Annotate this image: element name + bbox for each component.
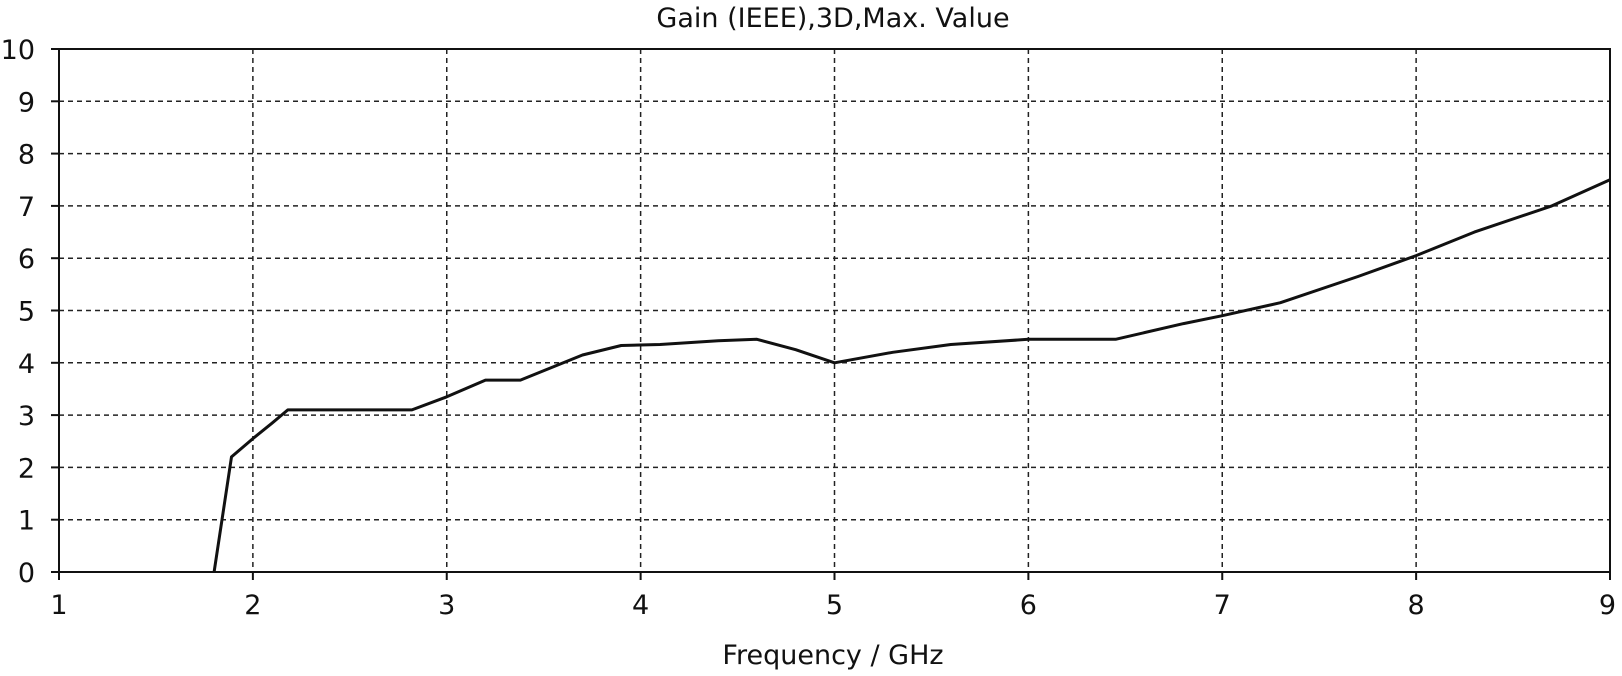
x-tick-label: 8 (1408, 590, 1425, 621)
x-tick-label: 1 (50, 590, 67, 621)
x-tick-label: 4 (632, 590, 649, 621)
y-axis-tick-labels: 0 1 2 3 4 5 6 7 8 9 10 (1, 35, 35, 589)
y-tick-label: 9 (18, 87, 35, 118)
y-tick-label: 10 (1, 35, 35, 66)
y-tick-label: 1 (18, 506, 35, 537)
gain-series-line (212, 178, 1611, 573)
x-tick-label: 6 (1020, 590, 1037, 621)
series-layer (212, 178, 1611, 573)
y-tick-label: 8 (18, 140, 35, 171)
y-tick-label: 5 (18, 297, 35, 328)
x-axis-tick-labels: 1 2 3 4 5 6 7 8 9 (50, 590, 1616, 621)
y-tick-label: 6 (18, 244, 35, 275)
y-tick-label: 2 (18, 453, 35, 484)
x-axis-label: Frequency / GHz (722, 640, 943, 671)
y-tick-label: 7 (18, 192, 35, 223)
grid-lines (59, 49, 1610, 572)
chart-title: Gain (IEEE),3D,Max. Value (656, 3, 1009, 34)
axis-ticks (51, 48, 1611, 580)
y-tick-label: 4 (18, 349, 35, 380)
x-tick-label: 9 (1599, 590, 1616, 621)
y-tick-label: 0 (18, 558, 35, 589)
y-tick-label: 3 (18, 401, 35, 432)
x-tick-label: 7 (1214, 590, 1231, 621)
x-tick-label: 3 (438, 590, 455, 621)
x-tick-label: 5 (826, 590, 843, 621)
x-tick-label: 2 (244, 590, 261, 621)
